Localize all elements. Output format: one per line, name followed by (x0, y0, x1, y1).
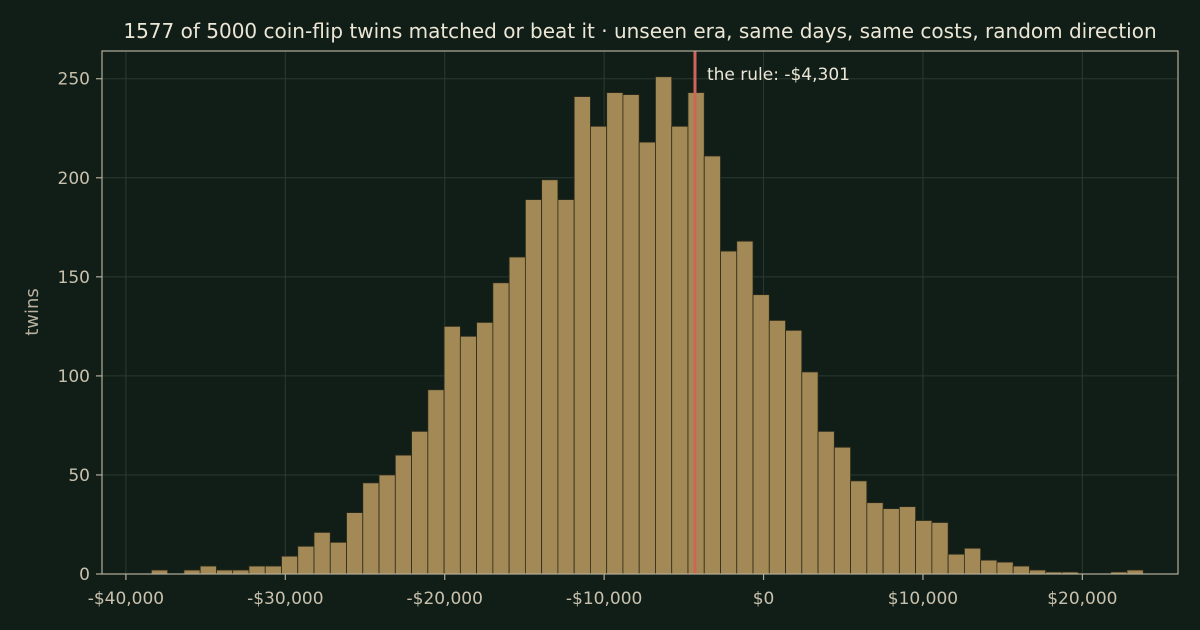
y-tick-label: 150 (58, 268, 90, 288)
axis-ticks: -$40,000 -$30,000 -$20,000 -$10,000 $0 $10,00… (58, 70, 1118, 609)
histogram-bar (411, 430, 429, 575)
histogram-bar (752, 294, 770, 575)
histogram-bar (963, 547, 982, 575)
histogram-bar (492, 282, 510, 575)
y-tick-label: 0 (79, 565, 90, 585)
histogram-bar (915, 520, 933, 575)
x-tick-label: $0 (753, 589, 775, 609)
histogram-bar (313, 531, 331, 575)
histogram-bar (1012, 565, 1030, 575)
histogram-bar (362, 482, 380, 575)
histogram-bar (199, 565, 217, 575)
histogram-bar (443, 325, 461, 575)
histogram-bar (671, 125, 689, 575)
rule-marker-label: the rule: -$4,301 (707, 65, 850, 85)
y-tick-label: 250 (58, 70, 90, 90)
x-tick-label: -$10,000 (566, 589, 642, 609)
histogram-bar (329, 541, 347, 575)
histogram-bar (606, 92, 624, 575)
histogram-bar (524, 199, 543, 575)
histogram-bar (768, 320, 786, 575)
histogram-bar (785, 329, 803, 575)
histogram-bar (833, 446, 851, 575)
histogram-bar (508, 256, 526, 575)
x-tick-label: -$20,000 (407, 589, 483, 609)
histogram-bars (151, 76, 1144, 575)
histogram-bar (931, 522, 949, 575)
histogram-bar (980, 559, 998, 575)
x-tick-label: -$40,000 (88, 589, 164, 609)
histogram-bar (459, 335, 478, 575)
y-tick-label: 100 (58, 367, 90, 387)
histogram-bar (541, 179, 559, 575)
histogram-bar (655, 76, 673, 575)
histogram-bar (264, 565, 282, 575)
histogram-bar (947, 553, 965, 575)
histogram-bar (622, 94, 640, 575)
histogram-bar (898, 506, 917, 575)
plot-frame (101, 50, 1179, 575)
histogram-bar (557, 199, 575, 575)
histogram-bar (476, 322, 494, 575)
histogram-bar (801, 371, 819, 575)
x-tick-label: $20,000 (1047, 589, 1117, 609)
histogram-bar (850, 480, 868, 575)
histogram-bar (720, 250, 738, 575)
y-tick-label: 50 (68, 466, 90, 486)
histogram-bar (882, 508, 900, 575)
histogram-bar (346, 512, 364, 575)
histogram-bar (427, 389, 445, 575)
histogram-bar (996, 561, 1014, 575)
histogram-bar (817, 430, 835, 575)
y-tick-label: 200 (58, 169, 90, 189)
histogram-bar (248, 565, 266, 575)
y-axis-label: twins (22, 288, 43, 336)
histogram-bar (638, 141, 656, 575)
histogram-bar (736, 240, 754, 575)
histogram-bar (394, 454, 412, 575)
chart-title: 1577 of 5000 coin-flip twins matched or … (123, 19, 1156, 43)
x-tick-label: -$30,000 (247, 589, 323, 609)
x-tick-label: $10,000 (888, 589, 958, 609)
histogram-bar (378, 474, 396, 575)
histogram-bar (297, 545, 315, 575)
histogram-bar (866, 502, 884, 575)
histogram-bar (573, 96, 591, 575)
histogram-bar (281, 555, 299, 575)
histogram-bar (703, 155, 721, 575)
histogram-bar (590, 125, 608, 575)
